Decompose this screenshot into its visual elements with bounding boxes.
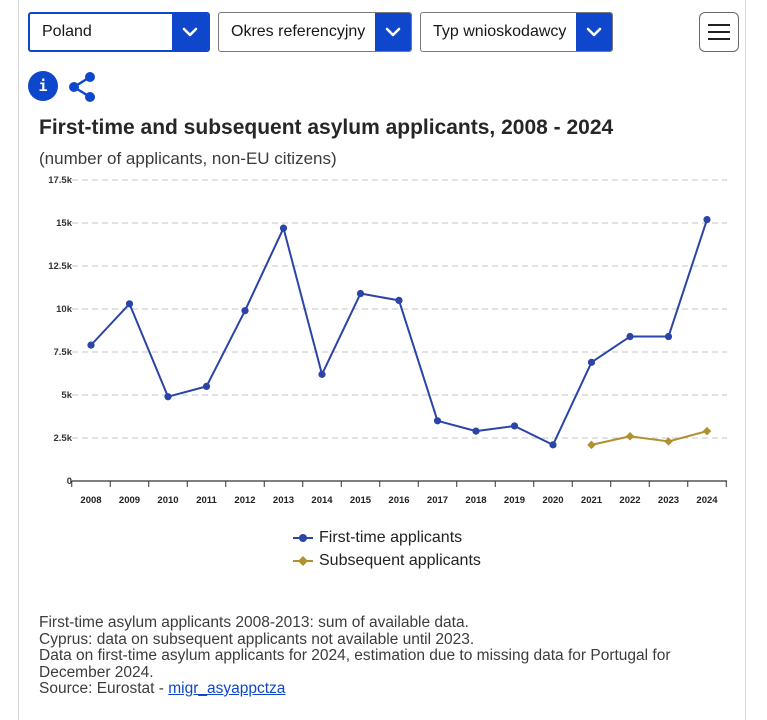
note-line: Cyprus: data on subsequent applicants no… (39, 630, 475, 648)
chart-legend: First-time applicants Subsequent applica… (292, 526, 481, 572)
chart-title: First-time and subsequent asylum applica… (39, 116, 614, 139)
chevron-down-icon (172, 14, 208, 50)
info-button[interactable]: i (28, 71, 58, 101)
menu-icon (708, 24, 730, 26)
chart-notes: First-time asylum applicants 2008-2013: … (39, 614, 719, 698)
share-icon (69, 72, 95, 102)
note-line: First-time asylum applicants 2008-2013: … (39, 614, 469, 631)
country-dropdown-label: Poland (42, 23, 92, 40)
info-icon: i (38, 77, 48, 95)
period-dropdown[interactable]: Okres referencyjny (218, 12, 412, 52)
period-dropdown-label: Okres referencyjny (231, 23, 366, 40)
legend-label-first-time: First-time applicants (319, 528, 463, 546)
source-line: Source: Eurostat - migr_asyappctza (39, 680, 719, 698)
applicant-type-dropdown[interactable]: Typ wnioskodawcy (420, 12, 613, 52)
chart-subtitle: (number of applicants, non-EU citizens) (39, 149, 337, 168)
country-dropdown[interactable]: Poland (28, 12, 210, 52)
chevron-down-icon (375, 13, 411, 51)
note-line: Data on first-time asylum applicants for… (39, 647, 671, 681)
chart-panel (18, 0, 746, 720)
legend-item-first-time[interactable]: First-time applicants (292, 526, 481, 549)
source-link[interactable]: migr_asyappctza (168, 680, 286, 697)
legend-label-subsequent: Subsequent applicants (319, 551, 481, 569)
legend-item-subsequent[interactable]: Subsequent applicants (292, 549, 481, 572)
hamburger-menu-button[interactable] (699, 12, 739, 52)
share-button[interactable] (66, 70, 100, 104)
source-prefix: Source: Eurostat - (39, 680, 169, 697)
applicant-type-dropdown-label: Typ wnioskodawcy (433, 23, 567, 40)
chevron-down-icon (576, 13, 612, 51)
